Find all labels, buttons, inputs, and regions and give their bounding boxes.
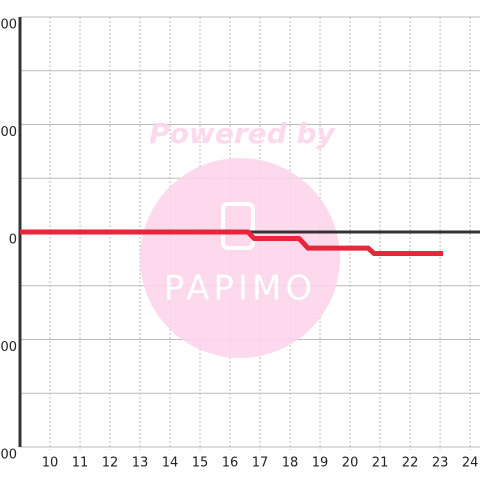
x-tick-label: 22	[402, 456, 419, 471]
watermark: Powered by PAPIMO	[140, 117, 340, 358]
watermark-icon	[221, 202, 255, 250]
x-tick-label: 17	[252, 456, 269, 471]
x-tick-label: 13	[132, 456, 149, 471]
x-tick-label: 10	[42, 456, 59, 471]
watermark-bottom: PAPIMO	[164, 269, 316, 309]
x-tick-label: 11	[72, 456, 89, 471]
x-tick-label: 24	[462, 456, 479, 471]
x-tick-label: 23	[432, 456, 449, 471]
x-tick-label: 14	[162, 456, 179, 471]
y-tick-label: 2,000	[0, 18, 17, 33]
watermark-circle	[140, 158, 340, 358]
x-tick-label: 12	[102, 456, 119, 471]
y-tick-label: 0	[9, 233, 17, 248]
x-tick-label: 18	[282, 456, 299, 471]
x-tick-label: 21	[372, 456, 389, 471]
watermark-top: Powered by	[149, 117, 336, 150]
line-series	[20, 229, 444, 256]
y-tick-label: -2,000	[0, 448, 17, 463]
y-tick-label: -1,000	[0, 340, 17, 355]
x-tick-label: 20	[342, 456, 359, 471]
x-tick-label: 19	[312, 456, 329, 471]
x-tick-label: 15	[192, 456, 209, 471]
x-tick-label: 16	[222, 456, 239, 471]
y-tick-label: 1,000	[0, 125, 17, 140]
